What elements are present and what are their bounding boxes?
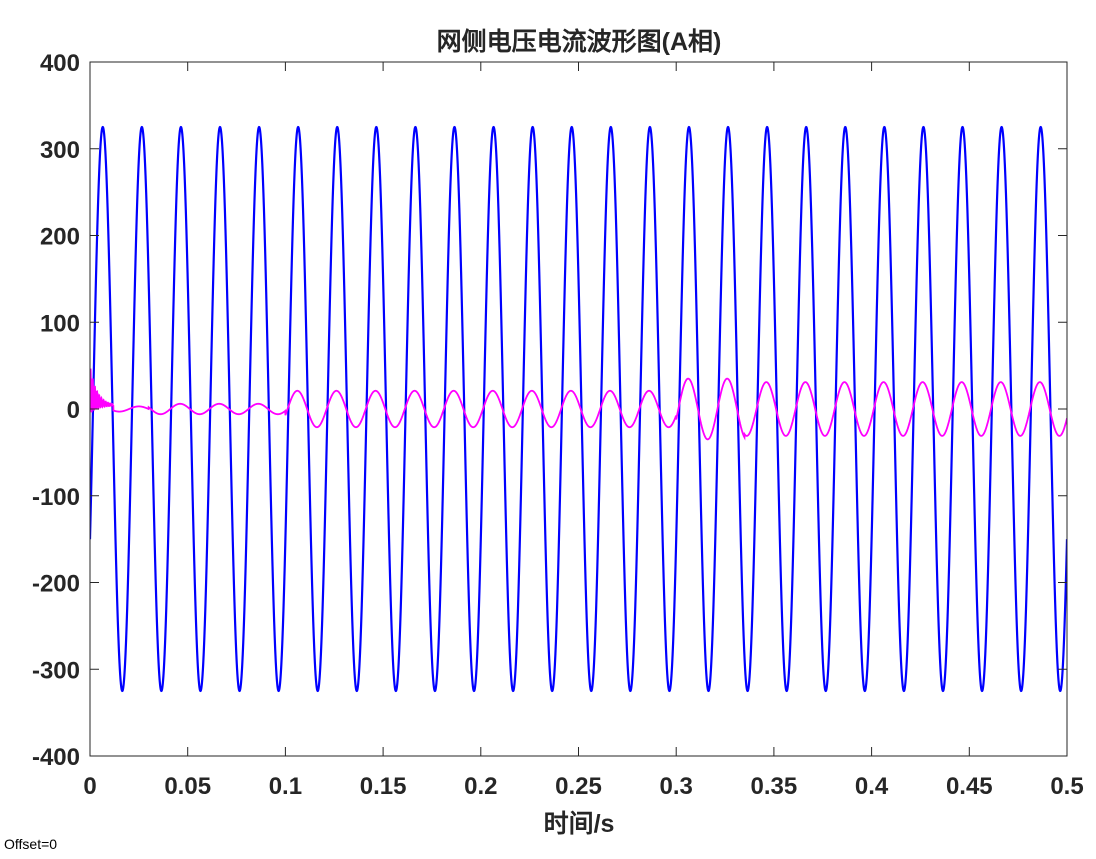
- series-current-line: [90, 368, 1067, 441]
- series-voltage-line: [90, 125, 1067, 693]
- x-tick-label: 0.5: [1050, 773, 1083, 800]
- x-tick-label: 0.45: [946, 773, 993, 800]
- y-tick-label: 100: [40, 310, 80, 337]
- x-tick-label: 0: [83, 773, 96, 800]
- x-axis-label: 时间/s: [544, 810, 615, 838]
- y-tick-label: -400: [32, 744, 80, 771]
- plot-area: 0 0.05 0.1 0.15 0.2 0.25 0.3 0.35 0.4 0.45 0.5 -400…: [32, 50, 1084, 800]
- y-tick-label: -100: [32, 484, 80, 511]
- x-tick-label: 0.05: [164, 773, 211, 800]
- y-tick-label: -300: [32, 657, 80, 684]
- x-tick-label: 0.2: [464, 773, 497, 800]
- x-tick-label: 0.4: [855, 773, 889, 800]
- y-tick-label: 200: [40, 224, 80, 251]
- offset-label: Offset=0: [4, 836, 58, 852]
- y-tick-label: -200: [32, 571, 80, 598]
- y-tick-label: 300: [40, 137, 80, 164]
- x-tick-label: 0.25: [555, 773, 602, 800]
- x-tick-label: 0.35: [751, 773, 798, 800]
- x-tick-label: 0.15: [360, 773, 407, 800]
- x-tick-label: 0.3: [660, 773, 693, 800]
- y-tick-label: 0: [67, 397, 80, 424]
- x-tick-label: 0.1: [269, 773, 302, 800]
- chart-title: 网侧电压电流波形图(A相): [437, 27, 722, 56]
- y-tick-label: 400: [40, 50, 80, 77]
